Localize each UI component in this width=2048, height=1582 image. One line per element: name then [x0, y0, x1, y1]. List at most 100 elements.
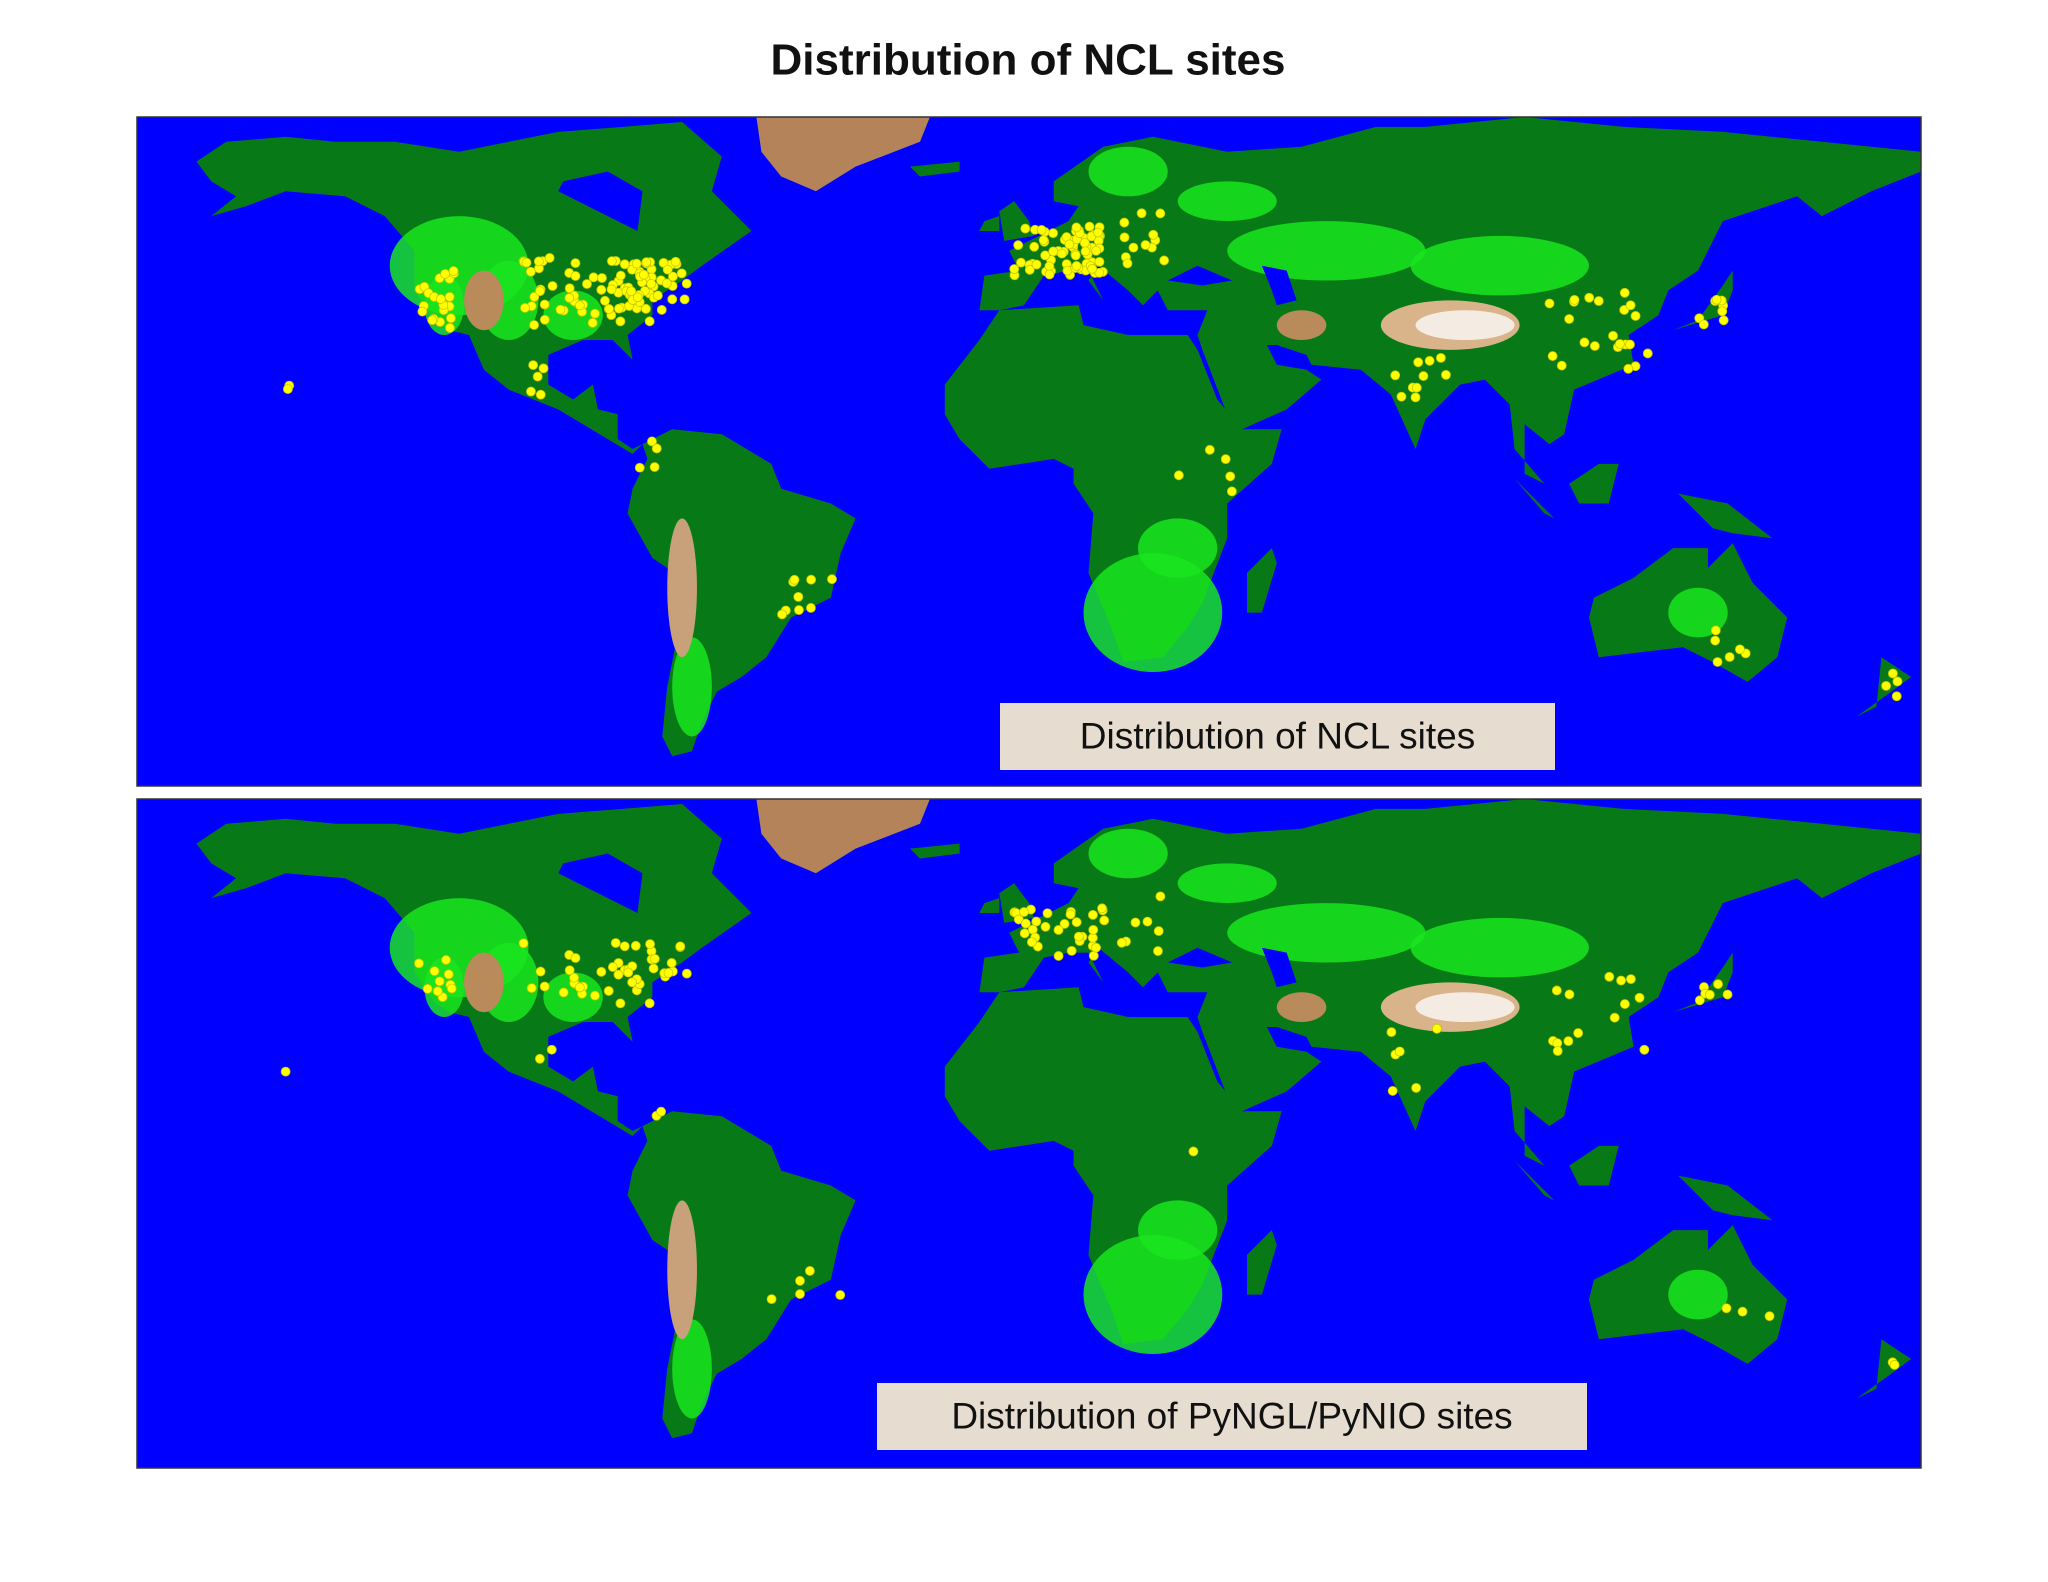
- site-dot: [1119, 232, 1130, 243]
- site-dot: [446, 313, 456, 324]
- site-dot: [1040, 921, 1051, 932]
- site-dot: [570, 271, 581, 281]
- site-dot: [626, 286, 637, 297]
- site-dot: [1088, 950, 1099, 961]
- site-dot: [1411, 382, 1422, 393]
- site-dot: [282, 384, 293, 394]
- site-dot: [656, 304, 667, 315]
- vegetation: [1138, 518, 1218, 578]
- site-dot: [596, 966, 607, 977]
- land: [910, 161, 960, 177]
- site-dot: [1619, 287, 1630, 298]
- land: [1499, 463, 1555, 519]
- site-dot: [564, 283, 575, 294]
- site-dot: [1625, 974, 1636, 985]
- site-dot: [681, 968, 692, 979]
- site-dot: [663, 968, 674, 978]
- site-dot: [1609, 1012, 1620, 1023]
- site-dot: [535, 286, 545, 297]
- site-dot: [1073, 931, 1084, 942]
- site-dot: [529, 320, 539, 330]
- highland: [1415, 992, 1515, 1023]
- land: [1856, 1339, 1912, 1399]
- site-dot: [518, 938, 529, 949]
- site-dot: [574, 300, 585, 311]
- greenland: [756, 799, 930, 874]
- site-dot: [649, 953, 660, 964]
- site-dot: [661, 278, 672, 289]
- site-dot: [1029, 241, 1040, 252]
- site-dot: [414, 958, 424, 969]
- label-box: [877, 1383, 1587, 1450]
- site-dot: [590, 308, 600, 319]
- vegetation: [1668, 587, 1728, 638]
- site-dot: [1226, 486, 1237, 497]
- site-dot: [794, 605, 804, 615]
- site-dot: [1694, 995, 1705, 1006]
- site-dot: [679, 294, 690, 305]
- site-dot: [1564, 989, 1575, 1000]
- site-dot: [1153, 926, 1164, 936]
- highland: [464, 270, 504, 331]
- site-dot: [646, 278, 657, 289]
- site-dot: [1087, 263, 1098, 274]
- site-dot: [1722, 989, 1733, 1000]
- site-dot: [443, 969, 454, 980]
- site-dot: [569, 972, 580, 983]
- site-dot: [1071, 261, 1082, 271]
- inland-water: [558, 853, 643, 913]
- site-dot: [1764, 1311, 1775, 1322]
- site-dot: [795, 1275, 805, 1286]
- site-dot: [1065, 909, 1076, 920]
- land: [979, 898, 1000, 913]
- site-dot: [570, 258, 581, 268]
- site-dot: [1009, 264, 1020, 274]
- vegetation: [1088, 146, 1168, 197]
- site-dot: [1019, 928, 1030, 939]
- site-dot: [644, 316, 655, 327]
- site-dot: [1053, 925, 1064, 935]
- site-dot: [1142, 916, 1153, 927]
- site-dot: [422, 983, 433, 994]
- site-dot: [434, 976, 445, 987]
- site-dot: [1630, 311, 1641, 321]
- site-dot: [675, 941, 686, 952]
- figure-title: Distribution of NCL sites: [771, 36, 1286, 85]
- highland: [667, 1200, 697, 1340]
- site-dot: [651, 443, 662, 454]
- site-dot: [1148, 229, 1159, 240]
- site-dot: [532, 371, 543, 382]
- vegetation: [672, 1319, 712, 1419]
- site-dot: [1116, 937, 1127, 948]
- land: [1247, 1230, 1277, 1295]
- site-dot: [1387, 1086, 1398, 1096]
- site-dot: [1892, 676, 1903, 687]
- inland-water: [1261, 947, 1297, 988]
- site-dot: [793, 591, 804, 602]
- site-dot: [1390, 370, 1401, 381]
- site-dot: [1094, 256, 1105, 267]
- site-dot: [1563, 1036, 1574, 1047]
- site-dot: [1589, 341, 1600, 351]
- site-dot: [1040, 250, 1051, 261]
- site-dot: [632, 292, 643, 303]
- site-dot: [1625, 300, 1636, 311]
- site-dot: [1122, 258, 1133, 269]
- site-dot: [649, 462, 660, 472]
- site-dot: [564, 293, 575, 303]
- inland-water: [1167, 265, 1233, 286]
- site-dot: [631, 258, 642, 269]
- site-dot: [1071, 222, 1082, 233]
- site-dot: [1099, 915, 1110, 926]
- site-dot: [417, 306, 428, 317]
- site-dot: [1053, 951, 1064, 961]
- site-dot: [1019, 907, 1029, 917]
- site-dot: [835, 1290, 846, 1300]
- site-dot: [440, 268, 450, 279]
- site-dot: [597, 273, 607, 283]
- site-dot: [1704, 989, 1715, 1000]
- site-dot: [432, 986, 443, 997]
- site-dot: [1020, 918, 1031, 929]
- site-dot: [681, 278, 692, 289]
- site-dot: [619, 941, 630, 952]
